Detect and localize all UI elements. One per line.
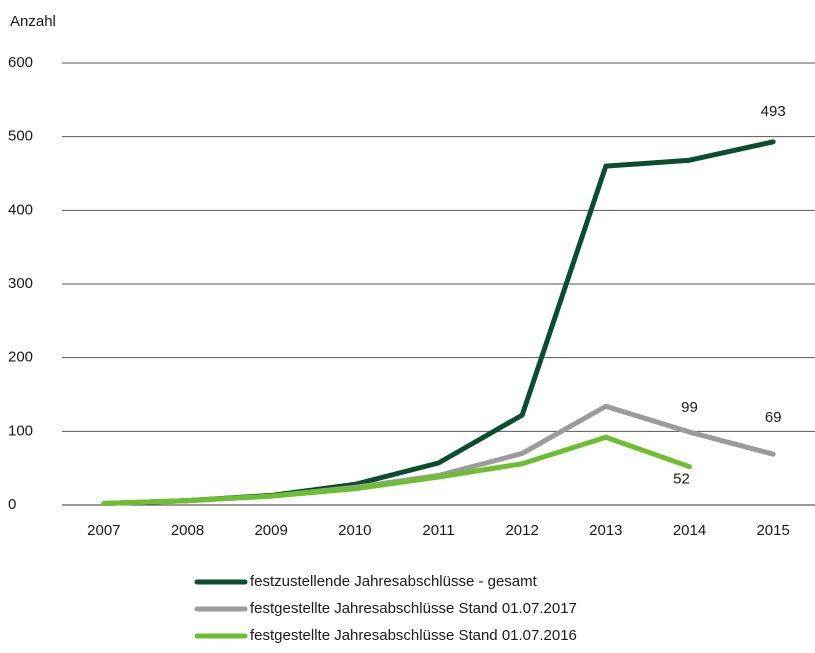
y-tick-label: 600 [8,54,33,71]
data-label: 52 [673,471,690,488]
x-tick-label: 2009 [254,522,287,539]
legend-label: festgestellte Jahresabschlüsse Stand 01.… [250,600,577,617]
y-tick-label: 400 [8,201,33,218]
data-label: 493 [761,103,786,120]
series-line [101,403,776,507]
y-tick-label: 100 [8,422,33,439]
x-tick-label: 2015 [756,522,789,539]
legend-label: festzustellende Jahresabschlüsse - gesam… [250,573,538,590]
legend-label: festgestellte Jahresabschlüsse Stand 01.… [250,627,577,644]
x-tick-label: 2007 [87,522,120,539]
x-tick-label: 2011 [422,522,454,539]
series-line [101,139,776,507]
x-tick-label: 2010 [338,522,371,539]
x-tick-label: 2008 [171,522,204,539]
x-tick-label: 2014 [673,522,706,539]
y-tick-label: 500 [8,128,33,145]
y-tick-label: 300 [8,275,33,292]
y-tick-label: 200 [8,349,33,366]
series-line [101,434,692,507]
x-tick-label: 2012 [505,522,538,539]
data-label: 69 [765,409,782,426]
data-label: 99 [681,399,698,416]
x-tick-label: 2013 [589,522,622,539]
y-axis-label: Anzahl [10,13,56,30]
y-tick-label: 0 [8,496,16,513]
